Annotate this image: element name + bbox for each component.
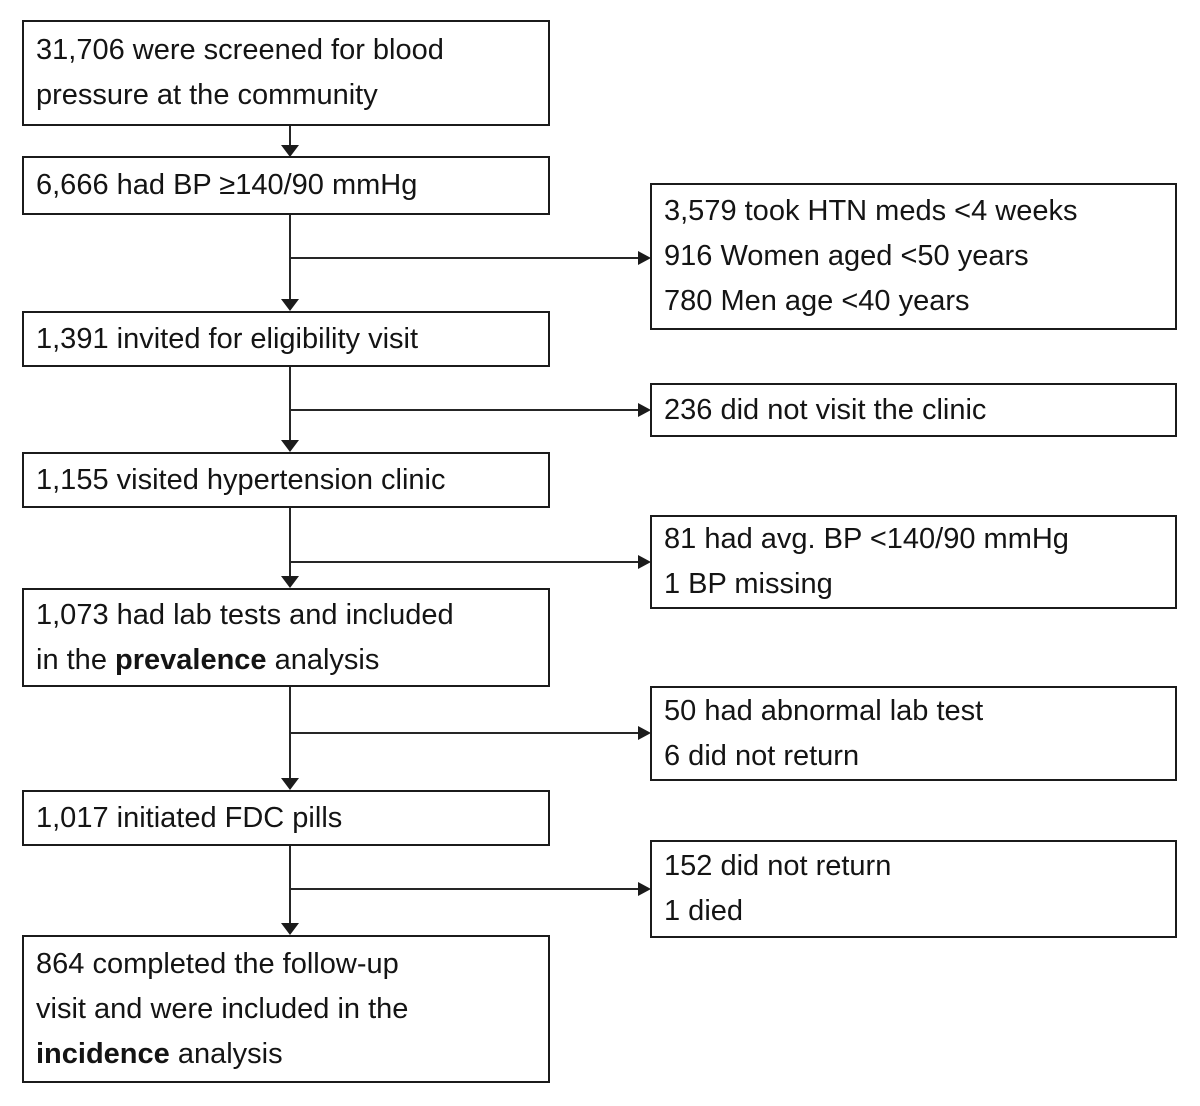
box-no-return-line1: 152 did not return <box>664 850 892 882</box>
connector-branch-screening-exclusions <box>290 251 651 265</box>
box-completed-followup-line3-bold: incidence <box>36 1037 170 1070</box>
box-screening-exclusions-line2: 916 Women aged <50 years <box>664 240 1029 272</box>
connector-branch-no-clinic-visit <box>290 403 651 417</box>
box-initiated-fdc: 1,017 initiated FDC pills <box>22 790 550 846</box>
box-lab-tests-line1: 1,073 had lab tests and included <box>36 598 454 631</box>
box-lab-tests-line2: in the prevalence analysis <box>36 638 536 683</box>
box-elevated-bp: 6,666 had BP ≥140/90 mmHg <box>22 156 550 215</box>
box-abnormal-lab-line2: 6 did not return <box>664 739 860 772</box>
down-arrowhead-icon <box>281 778 299 790</box>
box-completed-followup-line1: 864 completed the follow-up <box>36 947 399 980</box>
box-screened-line2: pressure at the community <box>36 79 378 111</box>
connector-invited-to-clinic <box>281 367 299 452</box>
box-completed-followup-line3: incidence analysis <box>36 1032 536 1077</box>
box-bp-below-threshold-line1: 81 had avg. BP <140/90 mmHg <box>664 523 1069 555</box>
connector-screened-to-elevated <box>281 126 299 157</box>
box-no-return-line2: 1 died <box>664 895 744 927</box>
box-completed-followup-line3-post: analysis <box>169 1037 283 1070</box>
down-arrowhead-icon <box>281 440 299 452</box>
box-visited-clinic-line1: 1,155 visited hypertension clinic <box>36 463 446 496</box>
box-lab-tests-prevalence: 1,073 had lab tests and included in the … <box>22 588 550 687</box>
box-no-clinic-visit: 236 did not visit the clinic <box>650 383 1177 437</box>
box-initiated-fdc-line1: 1,017 initiated FDC pills <box>36 801 343 834</box>
box-no-return: 152 did not return 1 died <box>650 840 1177 938</box>
connector-branch-no-return <box>290 882 651 896</box>
box-abnormal-lab: 50 had abnormal lab test 6 did not retur… <box>650 686 1177 781</box>
box-screened-line1: 31,706 were screened for blood <box>36 34 444 66</box>
connector-clinic-to-lab <box>281 508 299 588</box>
connector-lab-to-fdc <box>281 687 299 790</box>
box-lab-tests-line2-pre: in the <box>36 643 115 676</box>
box-screening-exclusions-line1: 3,579 took HTN meds <4 weeks <box>664 195 1078 227</box>
box-invited-eligibility: 1,391 invited for eligibility visit <box>22 311 550 367</box>
box-invited-eligibility-line1: 1,391 invited for eligibility visit <box>36 322 419 355</box>
box-bp-below-threshold-line2: 1 BP missing <box>664 568 833 600</box>
connector-fdc-to-followup <box>281 846 299 935</box>
box-screening-exclusions-line3: 780 Men age <40 years <box>664 285 970 317</box>
box-completed-followup-line2: visit and were included in the <box>36 992 409 1025</box>
box-bp-below-threshold: 81 had avg. BP <140/90 mmHg 1 BP missing <box>650 515 1177 609</box>
connector-elevated-to-invited <box>281 215 299 311</box>
box-no-clinic-visit-line1: 236 did not visit the clinic <box>664 393 987 426</box>
box-abnormal-lab-line1: 50 had abnormal lab test <box>664 694 984 727</box>
connector-branch-bp-below-threshold <box>290 555 651 569</box>
box-lab-tests-line2-bold: prevalence <box>115 643 267 676</box>
connector-branch-abnormal-lab <box>290 726 651 740</box>
box-elevated-bp-line1: 6,666 had BP ≥140/90 mmHg <box>36 169 418 201</box>
box-visited-clinic: 1,155 visited hypertension clinic <box>22 452 550 508</box>
box-screening-exclusions: 3,579 took HTN meds <4 weeks 916 Women a… <box>650 183 1177 330</box>
down-arrowhead-icon <box>281 299 299 311</box>
box-completed-followup-incidence: 864 completed the follow-up visit and we… <box>22 935 550 1083</box>
box-screened: 31,706 were screened for blood pressure … <box>22 20 550 126</box>
box-lab-tests-line2-post: analysis <box>266 643 380 676</box>
down-arrowhead-icon <box>281 923 299 935</box>
down-arrowhead-icon <box>281 576 299 588</box>
